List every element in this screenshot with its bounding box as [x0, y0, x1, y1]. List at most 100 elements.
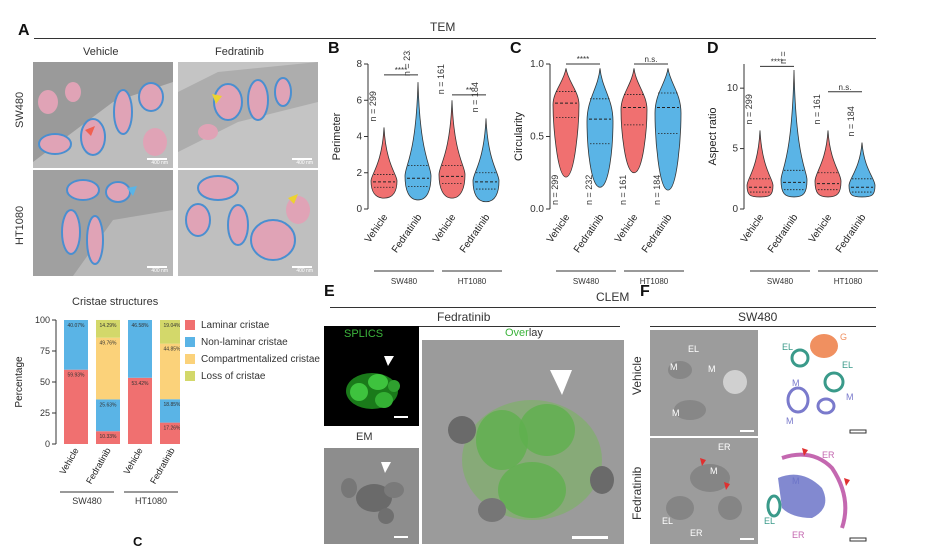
scale-text: 400 nm	[151, 160, 168, 166]
violin-shape	[438, 100, 466, 199]
violin-chart-circularity: 0.0 0.5 1.0 Circularity n = 299 Vehicle n = 23…	[513, 55, 684, 286]
bar-label: 17.26%	[164, 426, 180, 432]
tem-sw480-fedratinib-drawing	[178, 62, 318, 168]
f-label-er: ER	[718, 442, 731, 452]
em-drawing	[324, 448, 419, 544]
f-vehicle-3d: G EL EL M M M	[762, 330, 870, 436]
bar-segment	[160, 399, 180, 423]
tem-sw480-vehicle-drawing	[33, 62, 173, 168]
y-tick-label: 100	[35, 315, 50, 325]
f-label-m: M	[672, 408, 680, 418]
violin-shape	[654, 68, 682, 191]
violin-shape	[780, 70, 808, 198]
splics-label: SPLICS	[344, 328, 384, 340]
f-label-er: ER	[822, 450, 835, 460]
a-col-fedratinib: Fedratinib	[215, 46, 264, 58]
scale-bar	[292, 158, 312, 160]
bar-segment	[96, 399, 120, 432]
n-label: n = 299	[744, 94, 754, 124]
group-label: HT1080	[640, 277, 669, 286]
n-label: n = 161	[812, 94, 822, 124]
x-tick-label: Vehicle	[613, 212, 641, 245]
tem-ht1080-vehicle-drawing	[33, 170, 173, 276]
y-tick-label: 1.0	[530, 59, 544, 70]
legend-swatch	[185, 354, 195, 365]
bar-segment	[128, 377, 152, 444]
bar-label: 44.85%	[164, 347, 180, 353]
y-tick-label: 25	[40, 408, 50, 418]
f-label-m: M	[792, 378, 800, 388]
tem-rule	[34, 38, 876, 39]
splics-drawing	[324, 326, 419, 426]
x-tick-label: Fedratinib	[766, 212, 801, 255]
a-col-vehicle: Vehicle	[83, 46, 119, 58]
y-axis-label: Aspect ratio	[707, 107, 719, 165]
violin-shape	[472, 118, 500, 203]
x-tick-label: Fedratinib	[572, 212, 607, 255]
f-label-el: EL	[764, 516, 776, 526]
bar-segment	[128, 320, 152, 378]
tem-label: TEM	[430, 20, 456, 34]
f-label-m: M	[786, 416, 794, 426]
f-fedratinib-em-drawing	[650, 438, 758, 544]
overlay-drawing	[422, 340, 624, 544]
violin-chart-aspect-ratio: 0 5 10 Aspect ratio n = 299 Vehicle n = 232 Fed…	[707, 50, 878, 286]
f-fedratinib-3d: ER M EL ER	[762, 438, 870, 544]
e-title-rule	[330, 326, 620, 327]
em-label: EM	[356, 431, 373, 443]
violin-shape	[370, 127, 398, 199]
f-vehicle-em: EL M M M	[650, 330, 758, 436]
f-fedratinib-em: ER M EL ER	[650, 438, 758, 544]
y-tick-label: 2	[356, 168, 362, 179]
significance-label: ****	[577, 55, 589, 64]
bar-segment	[96, 431, 120, 444]
a-row-ht1080: HT1080	[14, 205, 26, 245]
scale-text: 400 nm	[296, 160, 313, 166]
bar-segment	[64, 369, 88, 444]
bar-segment	[160, 320, 180, 344]
em-image	[324, 448, 419, 544]
bar-label: 53.42%	[132, 381, 150, 387]
significance-label: **	[466, 86, 472, 95]
bar-label: 59.93%	[68, 373, 86, 379]
f-label-m: M	[846, 392, 854, 402]
f-label-er: ER	[792, 530, 805, 540]
x-tick-label: Vehicle	[363, 212, 391, 245]
panel-letter-a: A	[18, 22, 30, 39]
y-tick-label: 0	[732, 204, 738, 215]
x-tick-label: Vehicle	[739, 212, 767, 245]
n-label: n = 161	[618, 175, 628, 205]
bar-label: 19.04%	[164, 323, 180, 329]
n-label: n = 232	[584, 175, 594, 205]
f-vehicle-em-drawing	[650, 330, 758, 436]
bar-segment	[160, 343, 180, 400]
legend-swatch	[185, 371, 195, 382]
significance-label: ****	[395, 66, 407, 75]
tem-sw480-fedratinib: 400 nm	[178, 62, 318, 168]
scale-text: 400 nm	[151, 268, 168, 274]
violin-shape	[848, 142, 876, 198]
f-vehicle-3d-drawing	[786, 334, 867, 434]
group-label: HT1080	[135, 496, 167, 506]
f-row-fedratinib: Fedratinib	[630, 466, 644, 520]
cristae-title: Cristae structures	[72, 296, 159, 308]
scale-bar	[292, 266, 312, 268]
x-tick-label: Fedratinib	[84, 446, 113, 486]
y-tick-label: 8	[356, 59, 362, 70]
scale-text: 400 nm	[296, 268, 313, 274]
significance-label: n.s.	[839, 83, 852, 92]
group-label: SW480	[72, 496, 102, 506]
y-tick-label: 4	[356, 132, 362, 143]
group-label: SW480	[767, 277, 794, 286]
y-tick-label: 0	[45, 439, 50, 449]
clem-label: CLEM	[596, 290, 630, 304]
legend-swatch	[185, 320, 195, 331]
bar-label: 49.76%	[100, 341, 118, 347]
y-tick-label: 0.0	[530, 204, 544, 215]
bar-segment	[96, 319, 120, 338]
x-tick-label: Fedratinib	[640, 212, 675, 255]
violin-shape	[620, 68, 648, 174]
overlay-label: Overlay	[505, 327, 543, 339]
cristae-bar-chart: 0 25 50 75 100 Percentage 59.93% 40.07% Vehicle 1…	[14, 315, 180, 506]
x-tick-label: Fedratinib	[148, 446, 177, 486]
